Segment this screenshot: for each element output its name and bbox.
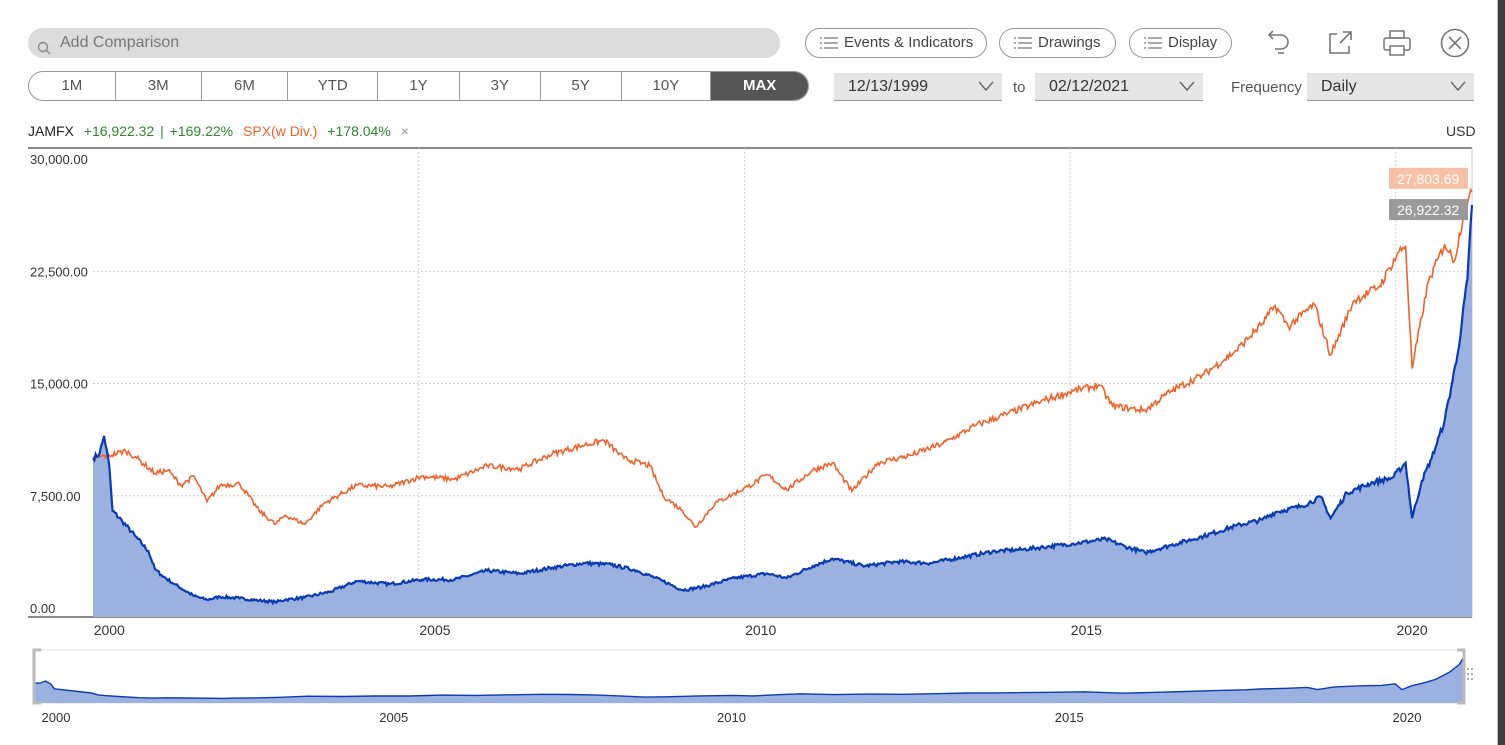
x-tick-label: 2000 bbox=[94, 622, 125, 638]
chevron-down-icon bbox=[1450, 81, 1466, 92]
y-tick-label: 0.00 bbox=[30, 601, 55, 616]
window-edge bbox=[1498, 0, 1505, 745]
range-navigator: 2000 2005 2010 2015 2020 bbox=[32, 648, 1473, 725]
y-tick-label: 22,500.00 bbox=[30, 264, 88, 279]
x-tick-label: 2005 bbox=[419, 622, 450, 638]
end-date-value: 02/12/2021 bbox=[1049, 78, 1130, 95]
index-series-line bbox=[92, 187, 1473, 529]
legend-fund-pct: +169.22% bbox=[169, 123, 234, 139]
chart-legend: JAMFX +16,922.32 | +169.22% SPX(w Div.) … bbox=[28, 123, 415, 139]
frequency-value: Daily bbox=[1321, 78, 1357, 95]
list-icon bbox=[820, 37, 838, 49]
print-icon bbox=[1383, 30, 1411, 56]
events-indicators-button[interactable]: Events & Indicators bbox=[805, 28, 987, 58]
y-tick-label: 15,000.00 bbox=[30, 377, 88, 392]
popout-button[interactable] bbox=[1325, 28, 1355, 58]
x-tick-label: 2015 bbox=[1071, 622, 1102, 638]
navigator-x-tick-label: 2000 bbox=[42, 710, 71, 725]
drag-grip-icon[interactable] bbox=[1467, 668, 1473, 680]
fund-series-line bbox=[92, 205, 1474, 606]
start-date-dropdown[interactable]: 12/13/1999 bbox=[834, 73, 1002, 101]
range-10y-button[interactable]: 10Y bbox=[622, 72, 712, 100]
list-icon bbox=[1144, 37, 1162, 49]
range-3y-button[interactable]: 3Y bbox=[460, 72, 541, 100]
add-comparison-input[interactable]: Add Comparison bbox=[28, 28, 780, 58]
undo-icon bbox=[1267, 30, 1289, 54]
start-date-value: 12/13/1999 bbox=[848, 78, 929, 95]
legend-fund-change: +16,922.32 bbox=[83, 123, 155, 139]
currency-label: USD bbox=[1446, 123, 1476, 139]
index-last-value-badge: 27,803.69 bbox=[1389, 167, 1468, 189]
add-comparison-placeholder: Add Comparison bbox=[60, 34, 180, 51]
legend-index-pct: +178.04% bbox=[327, 123, 391, 139]
navigator-line bbox=[33, 656, 1465, 700]
navigator-x-tick-label: 2015 bbox=[1055, 710, 1084, 725]
fund-area bbox=[93, 205, 1472, 617]
y-tick-label: 30,000.00 bbox=[30, 152, 88, 167]
frequency-label: Frequency bbox=[1231, 79, 1302, 96]
chevron-down-icon bbox=[978, 81, 994, 92]
x-tick-label: 2010 bbox=[745, 622, 776, 638]
range-6m-button[interactable]: 6M bbox=[202, 72, 289, 100]
popout-icon bbox=[1329, 31, 1352, 54]
list-icon bbox=[1014, 37, 1032, 49]
navigator-x-tick-label: 2005 bbox=[379, 710, 408, 725]
y-tick-label: 7,500.00 bbox=[30, 489, 81, 504]
navigator-right-handle[interactable] bbox=[1457, 648, 1466, 705]
undo-button[interactable] bbox=[1264, 28, 1294, 58]
range-ytd-button[interactable]: YTD bbox=[288, 72, 379, 100]
index-last-value: 27,803.69 bbox=[1397, 171, 1459, 187]
fund-last-value: 26,922.32 bbox=[1397, 202, 1459, 218]
legend-separator: | bbox=[160, 123, 164, 139]
close-icon bbox=[1440, 28, 1470, 58]
date-to-label: to bbox=[1013, 79, 1026, 96]
end-date-dropdown[interactable]: 02/12/2021 bbox=[1035, 73, 1203, 101]
events-indicators-label: Events & Indicators bbox=[844, 34, 974, 51]
navigator-left-handle[interactable] bbox=[32, 648, 41, 705]
display-button[interactable]: Display bbox=[1129, 28, 1232, 58]
range-1m-button[interactable]: 1M bbox=[29, 72, 116, 100]
navigator-x-tick-label: 2010 bbox=[717, 710, 746, 725]
range-selector: 1M 3M 6M YTD 1Y 3Y 5Y 10Y MAX bbox=[28, 71, 809, 101]
display-label: Display bbox=[1168, 34, 1218, 51]
x-tick-label: 2020 bbox=[1396, 622, 1427, 638]
range-1y-button[interactable]: 1Y bbox=[378, 72, 460, 100]
range-max-button[interactable]: MAX bbox=[711, 72, 808, 100]
navigator-x-tick-label: 2020 bbox=[1393, 710, 1422, 725]
print-button[interactable] bbox=[1382, 28, 1412, 58]
chevron-down-icon bbox=[1179, 81, 1195, 92]
range-3m-button[interactable]: 3M bbox=[116, 72, 202, 100]
frequency-dropdown[interactable]: Daily bbox=[1307, 73, 1474, 101]
fund-last-value-badge: 26,922.32 bbox=[1389, 199, 1468, 221]
close-button[interactable] bbox=[1440, 28, 1470, 58]
range-5y-button[interactable]: 5Y bbox=[541, 72, 622, 100]
drawings-label: Drawings bbox=[1038, 34, 1101, 51]
drawings-button[interactable]: Drawings bbox=[999, 28, 1116, 58]
legend-index-name: SPX(w Div.) bbox=[243, 123, 318, 139]
remove-comparison-button[interactable]: × bbox=[400, 123, 409, 139]
search-icon bbox=[37, 36, 51, 66]
legend-fund-symbol: JAMFX bbox=[28, 123, 74, 139]
